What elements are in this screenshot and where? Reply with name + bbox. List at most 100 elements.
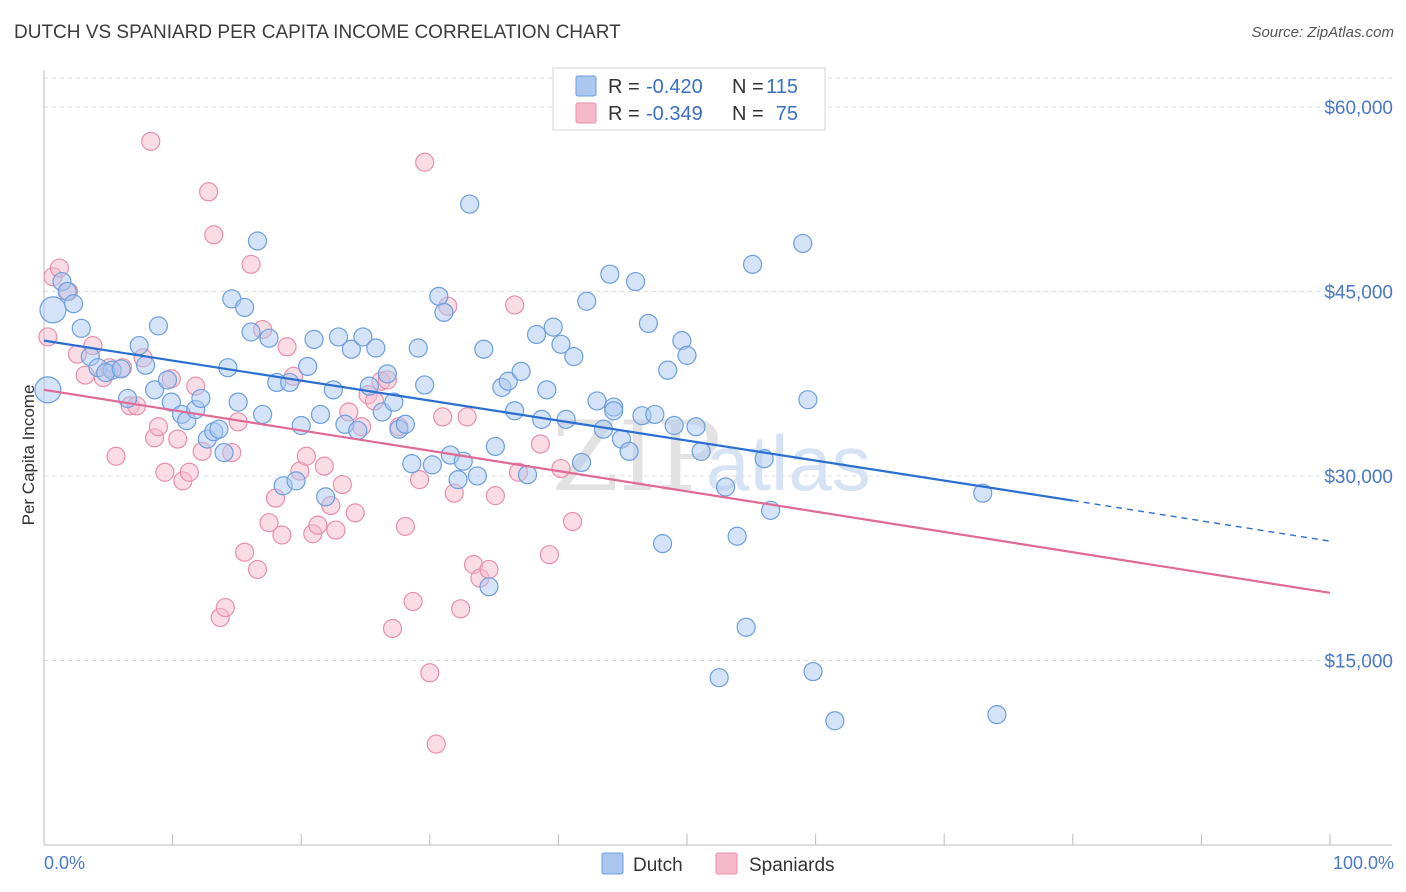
dutch-point bbox=[645, 404, 665, 425]
dutch-point bbox=[537, 380, 557, 400]
trend-lines bbox=[43, 339, 1331, 594]
dutch-point bbox=[429, 286, 449, 306]
spaniards-point bbox=[235, 542, 255, 562]
dutch-point bbox=[161, 392, 181, 412]
dutch-point bbox=[479, 577, 499, 597]
dutch-point bbox=[587, 391, 607, 411]
bottom-legend-dutch-label: Dutch bbox=[633, 855, 683, 876]
legend-spaniards-n-value: 75 bbox=[776, 103, 798, 125]
dutch-point bbox=[63, 294, 84, 314]
dutch-point bbox=[310, 404, 331, 425]
dutch-trend-line bbox=[43, 339, 1073, 502]
dutch-point bbox=[348, 420, 368, 441]
spaniards-point bbox=[485, 486, 505, 506]
spaniards-point bbox=[345, 503, 365, 523]
dutch-point bbox=[408, 338, 428, 358]
dutch-point bbox=[111, 359, 131, 379]
y-tick-label-60000: $60,000 bbox=[1324, 98, 1393, 119]
spaniards-point bbox=[179, 462, 199, 482]
dutch-point bbox=[259, 328, 279, 348]
spaniards-point bbox=[382, 618, 403, 639]
dutch-point bbox=[505, 401, 525, 421]
dutch-point bbox=[148, 316, 169, 336]
spaniards-point bbox=[420, 663, 440, 683]
bottom-legend: Dutch Spaniards bbox=[601, 852, 835, 876]
spaniards-point bbox=[479, 559, 499, 580]
dutch-point bbox=[366, 338, 386, 358]
dutch-point bbox=[677, 345, 697, 365]
dutch-point bbox=[341, 339, 361, 359]
y-axis-tick-labels: $15,000 $30,000 $45,000 $60,000 bbox=[1324, 98, 1393, 673]
dutch-point bbox=[604, 401, 624, 421]
spaniards-point bbox=[168, 429, 188, 449]
dutch-point bbox=[144, 380, 165, 400]
dutch-point bbox=[474, 339, 494, 359]
legend-spaniards-n-label: N = bbox=[732, 103, 764, 125]
legend-dutch-n-label: N = bbox=[732, 76, 764, 98]
dutch-point bbox=[422, 455, 442, 475]
dutch-point bbox=[485, 436, 505, 457]
bottom-legend-spaniards-swatch bbox=[715, 852, 738, 875]
y-tick-label-45000: $45,000 bbox=[1324, 282, 1393, 303]
source-label: Source: ZipAtlas.com bbox=[1251, 24, 1394, 41]
spaniards-point bbox=[326, 520, 346, 540]
dutch-point bbox=[526, 324, 547, 345]
legend-spaniards-swatch bbox=[575, 102, 597, 124]
dutch-point bbox=[625, 271, 646, 292]
dutch-point bbox=[157, 370, 178, 390]
spaniards-point bbox=[148, 417, 169, 437]
y-tick-label-15000: $15,000 bbox=[1324, 651, 1393, 672]
spaniards-point bbox=[155, 462, 175, 482]
spaniards-point bbox=[457, 407, 477, 427]
spaniards-point bbox=[215, 597, 235, 618]
dutch-point bbox=[241, 322, 261, 342]
dutch-point bbox=[135, 355, 156, 375]
dutch-point bbox=[619, 441, 639, 461]
spaniards-point bbox=[415, 152, 435, 172]
dutch-point bbox=[543, 317, 563, 337]
spaniards-point bbox=[451, 599, 471, 619]
y-axis-label: Per Capita Income bbox=[19, 385, 38, 526]
dutch-point bbox=[973, 483, 993, 503]
dutch-point bbox=[498, 371, 518, 391]
dutch-trend-extension bbox=[1072, 499, 1331, 542]
dutch-point bbox=[691, 441, 711, 461]
dutch-point bbox=[825, 711, 845, 731]
spaniards-point bbox=[272, 525, 292, 545]
dutch-point bbox=[564, 347, 584, 367]
legend-spaniards-r-value: -0.349 bbox=[646, 103, 703, 125]
dutch-point bbox=[793, 233, 813, 254]
dutch-point bbox=[384, 392, 404, 412]
x-axis-ticks bbox=[43, 834, 1331, 845]
spaniards-point bbox=[426, 734, 446, 754]
x-tick-label-left: 0.0% bbox=[44, 853, 85, 873]
dutch-point bbox=[353, 327, 373, 347]
legend-dutch-r-value: -0.420 bbox=[646, 76, 703, 98]
dutch-point bbox=[395, 414, 415, 434]
spaniards-point bbox=[530, 434, 550, 454]
dutch-point bbox=[467, 466, 487, 486]
spaniards-point bbox=[332, 474, 352, 495]
legend-spaniards-r-label: R = bbox=[608, 103, 640, 125]
dutch-point bbox=[280, 372, 300, 393]
legend-box: R = -0.420 N = 115 R = -0.349 N = 75 bbox=[552, 67, 826, 131]
dutch-point bbox=[709, 668, 729, 688]
y-tick-label-30000: $30,000 bbox=[1324, 467, 1393, 488]
spaniards-point bbox=[562, 511, 583, 532]
dutch-point bbox=[727, 526, 747, 546]
spaniards-point bbox=[277, 337, 297, 357]
spaniards-point bbox=[296, 446, 316, 466]
spaniards-point bbox=[551, 458, 571, 479]
spaniards-trend-line bbox=[43, 388, 1331, 594]
dutch-point bbox=[460, 194, 480, 214]
dutch-point bbox=[652, 534, 673, 554]
dutch-point bbox=[191, 388, 211, 409]
dutch-point bbox=[298, 356, 318, 377]
dutch-point bbox=[39, 296, 67, 324]
spaniards-point bbox=[403, 591, 423, 612]
dutch-point bbox=[214, 442, 234, 463]
dutch-point bbox=[715, 477, 736, 497]
spaniards-point bbox=[308, 515, 328, 535]
dutch-point bbox=[228, 392, 248, 412]
